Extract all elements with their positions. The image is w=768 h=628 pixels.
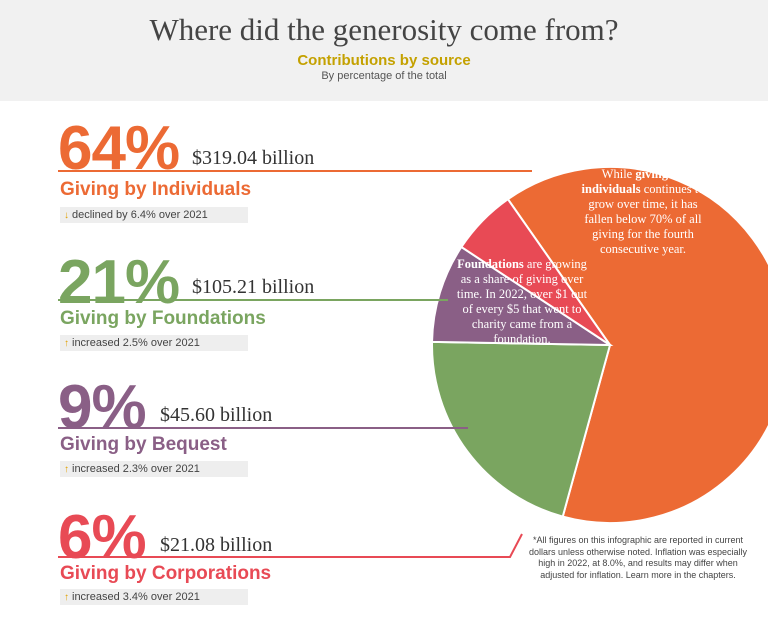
pie-slice-corporations [460, 197, 611, 346]
arrow-down-icon: ↓ [64, 210, 69, 221]
individuals-change: ↓ declined by 6.4% over 2021 [60, 207, 248, 223]
individuals-change-text: declined by 6.4% over 2021 [72, 209, 208, 221]
pie-slice-bequest [431, 245, 614, 347]
arrow-up-icon: ↑ [64, 592, 69, 603]
footnote: *All figures on this infographic are rep… [528, 535, 748, 580]
bequest-amount: $45.60 billion [160, 404, 273, 426]
bequest-change: ↑ increased 2.3% over 2021 [60, 461, 248, 477]
foundations-change-text: increased 2.5% over 2021 [72, 337, 200, 349]
header-band [0, 0, 768, 101]
individuals-percent: 64% [58, 114, 180, 183]
foundations-label: Giving by Foundations [60, 308, 266, 329]
corporations-percent: 6% [58, 503, 147, 572]
foundations-change: ↑ increased 2.5% over 2021 [60, 335, 248, 351]
pie-slice-individuals [506, 166, 768, 524]
pie-slice-foundations [431, 340, 612, 518]
individuals-amount: $319.04 billion [192, 147, 315, 169]
arrow-up-icon: ↑ [64, 464, 69, 475]
corporations-amount: $21.08 billion [160, 534, 273, 556]
chart-subtitle: Contributions by source [297, 52, 471, 69]
foundations-note: Foundations are growing as a share of gi… [456, 257, 588, 346]
individuals-note: While giving by individuals continues to… [581, 167, 705, 256]
corporations-label: Giving by Corporations [60, 563, 272, 584]
bequest-label: Giving by Bequest [60, 434, 227, 455]
individuals-label: Giving by Individuals [60, 179, 252, 200]
foundations-percent: 21% [58, 248, 180, 317]
corporations-change-text: increased 3.4% over 2021 [72, 591, 200, 603]
foundations-amount: $105.21 billion [192, 276, 315, 298]
arrow-up-icon: ↑ [64, 338, 69, 349]
page-title: Where did the generosity come from? [149, 12, 619, 47]
bequest-percent: 9% [58, 373, 147, 442]
corporations-change: ↑ increased 3.4% over 2021 [60, 589, 248, 605]
leader-line-corporations [58, 533, 523, 558]
bequest-change-text: increased 2.3% over 2021 [72, 463, 200, 475]
chart-caption: By percentage of the total [321, 70, 447, 82]
